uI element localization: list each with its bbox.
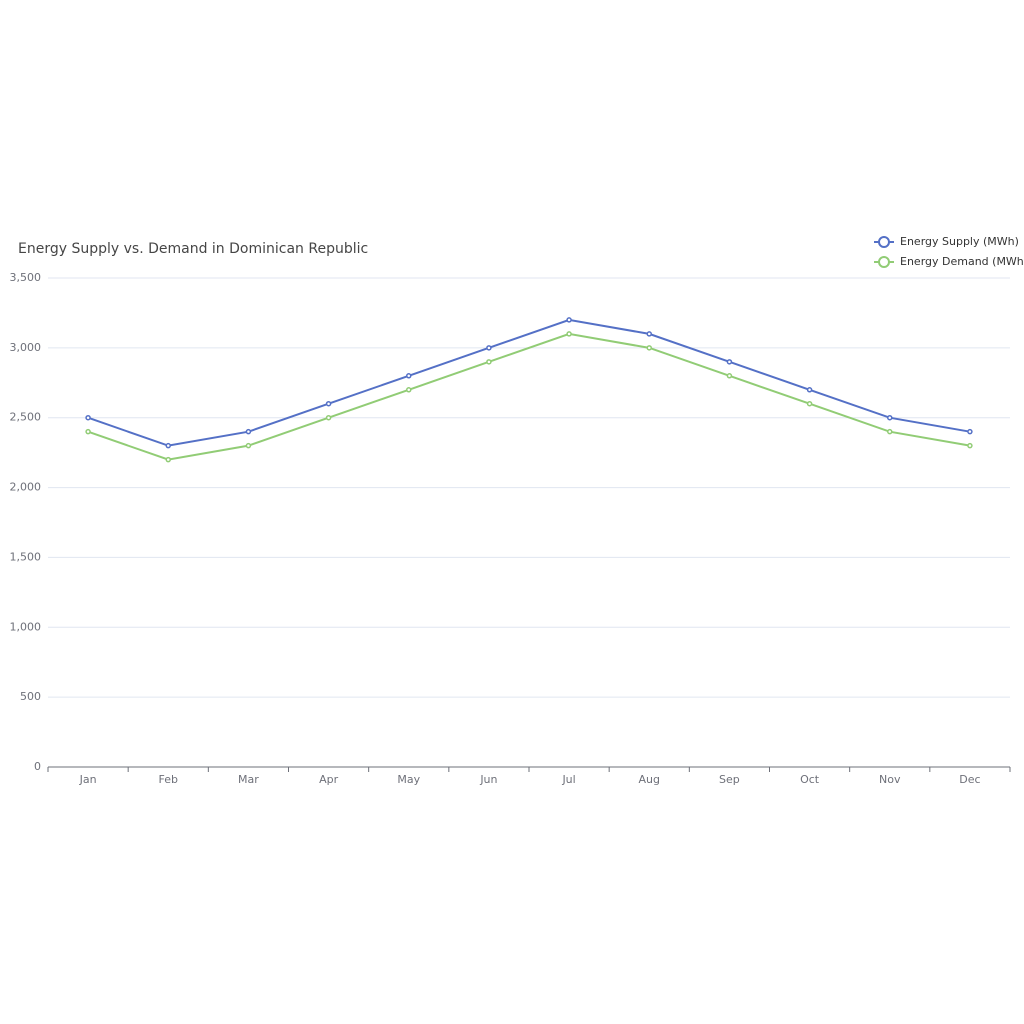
x-tick-label: Mar bbox=[238, 773, 259, 786]
y-tick-label: 500 bbox=[20, 690, 41, 703]
legend-marker bbox=[878, 236, 890, 248]
data-point bbox=[887, 414, 893, 421]
x-tick-label: Jun bbox=[479, 773, 497, 786]
x-tick-label: Oct bbox=[800, 773, 820, 786]
series-line bbox=[87, 318, 971, 447]
data-point bbox=[887, 428, 893, 435]
data-point bbox=[566, 331, 572, 337]
data-point bbox=[245, 428, 252, 435]
data-point bbox=[806, 387, 813, 393]
data-point bbox=[85, 428, 91, 435]
legend-marker bbox=[878, 256, 890, 268]
y-tick-label: 3,500 bbox=[10, 271, 42, 284]
y-tick-label: 2,500 bbox=[10, 411, 42, 424]
y-tick-label: 3,000 bbox=[10, 341, 42, 354]
data-point bbox=[646, 345, 652, 351]
data-point bbox=[566, 317, 572, 323]
data-point bbox=[486, 359, 492, 365]
data-point bbox=[165, 442, 171, 449]
data-point bbox=[245, 442, 252, 449]
x-tick-label: Sep bbox=[719, 773, 740, 786]
legend-label: Energy Demand (MWh) bbox=[900, 255, 1024, 268]
data-point bbox=[406, 387, 412, 393]
x-tick-label: Feb bbox=[159, 773, 178, 786]
data-point bbox=[85, 414, 91, 421]
x-tick-label: Jan bbox=[79, 773, 97, 786]
y-tick-label: 1,000 bbox=[10, 620, 42, 633]
x-tick-label: Aug bbox=[639, 773, 660, 786]
x-tick-label: May bbox=[397, 773, 420, 786]
data-point bbox=[726, 359, 733, 365]
data-point bbox=[165, 456, 171, 463]
y-tick-label: 1,500 bbox=[10, 550, 42, 563]
data-point bbox=[967, 442, 973, 449]
legend-label: Energy Supply (MWh) bbox=[900, 235, 1019, 248]
y-tick-label: 2,000 bbox=[10, 481, 42, 494]
data-point bbox=[646, 331, 652, 337]
legend: Energy Supply (MWh) Energy Demand (MWh) bbox=[874, 235, 1024, 268]
data-point bbox=[486, 345, 492, 351]
data-point bbox=[406, 373, 412, 379]
x-tick-label: Apr bbox=[319, 773, 339, 786]
series-line bbox=[87, 332, 971, 461]
x-tick-label: Jul bbox=[561, 773, 575, 786]
data-point bbox=[726, 373, 733, 379]
data-point bbox=[806, 400, 813, 407]
x-tick-label: Nov bbox=[879, 773, 901, 786]
chart-title: Energy Supply vs. Demand in Dominican Re… bbox=[18, 241, 368, 257]
x-tick-label: Dec bbox=[959, 773, 980, 786]
y-tick-label: 0 bbox=[34, 760, 41, 773]
data-point bbox=[967, 428, 973, 435]
data-point bbox=[325, 400, 332, 407]
data-point bbox=[325, 414, 332, 421]
